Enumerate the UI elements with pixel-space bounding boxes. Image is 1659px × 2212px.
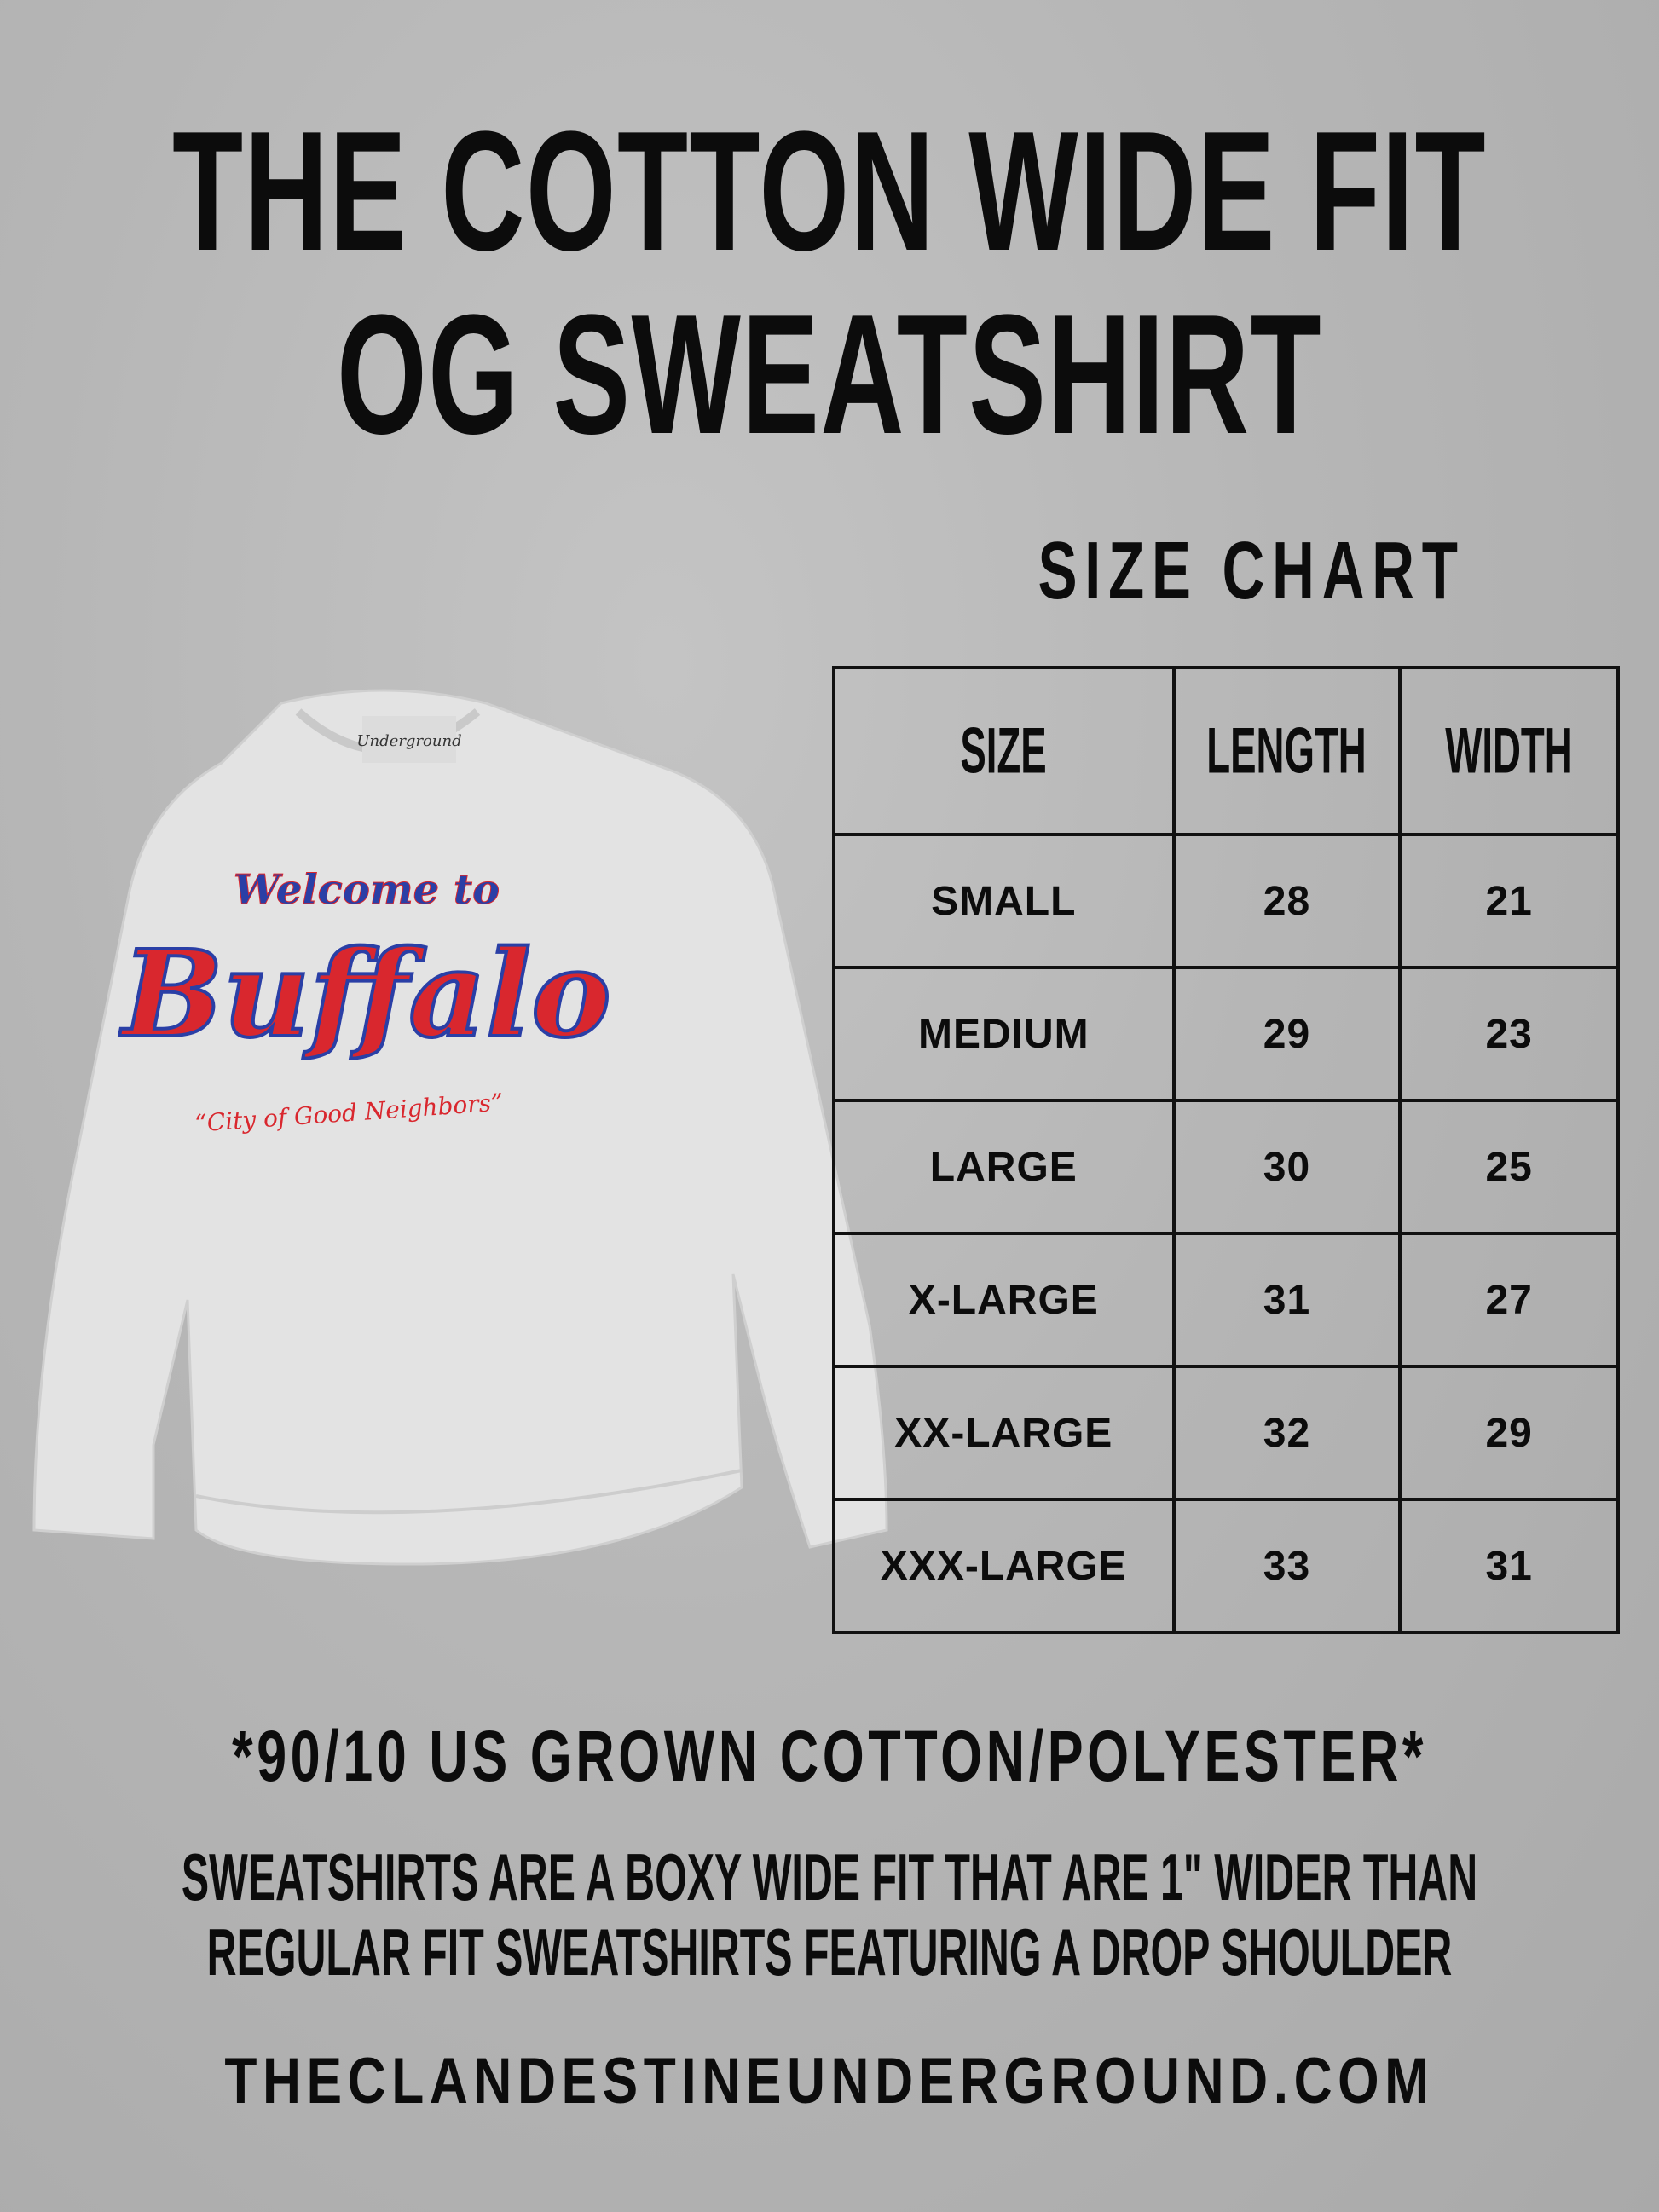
column-header-width: WIDTH: [1398, 666, 1620, 836]
title-line-2: OG SWEATSHIRT: [336, 280, 1323, 470]
size-cell: SMALL: [832, 833, 1176, 969]
column-header-size: SIZE: [832, 666, 1176, 836]
table-row: XXX-LARGE 33 31: [832, 1498, 1620, 1634]
width-cell: 23: [1398, 966, 1620, 1102]
sweatshirt-body: [32, 689, 888, 1566]
width-cell: 27: [1398, 1232, 1620, 1368]
width-cell: 31: [1398, 1498, 1620, 1634]
width-cell: 29: [1398, 1365, 1620, 1501]
width-cell: 21: [1398, 833, 1620, 969]
print-welcome: Welcome to: [234, 866, 500, 914]
size-cell: MEDIUM: [832, 966, 1176, 1102]
fit-description-line-1: SWEATSHIRTS ARE A BOXY WIDE FIT THAT ARE…: [181, 1839, 1478, 1915]
print-buffalo: Buffalo: [118, 925, 610, 1065]
svg-text:Underground: Underground: [356, 732, 461, 750]
title-line-1: THE COTTON WIDE FIT: [172, 96, 1487, 286]
table-row: LARGE 30 25: [832, 1099, 1620, 1235]
length-cell: 32: [1171, 1365, 1402, 1501]
size-chart-table: SIZE LENGTH WIDTH SMALL 28 21 MEDIUM 29 23 L…: [832, 666, 1620, 1634]
table-row: XX-LARGE 32 29: [832, 1365, 1620, 1501]
size-cell: X-LARGE: [832, 1232, 1176, 1368]
size-cell: XX-LARGE: [832, 1365, 1176, 1501]
website-url[interactable]: THECLANDESTINEUNDERGROUND.COM: [224, 2045, 1435, 2117]
fabric-note: *90/10 US GROWN COTTON/POLYESTER*: [232, 1716, 1427, 1796]
length-cell: 31: [1171, 1232, 1402, 1368]
neck-label: [362, 716, 456, 763]
fit-description-line-2: REGULAR FIT SWEATSHIRTS FEATURING A DROP…: [206, 1915, 1453, 1990]
table-header-row: SIZE LENGTH WIDTH: [832, 666, 1620, 836]
column-header-length: LENGTH: [1171, 666, 1402, 836]
length-cell: 33: [1171, 1498, 1402, 1634]
length-cell: 29: [1171, 966, 1402, 1102]
length-cell: 28: [1171, 833, 1402, 969]
width-cell: 25: [1398, 1099, 1620, 1235]
size-cell: LARGE: [832, 1099, 1176, 1235]
length-cell: 30: [1171, 1099, 1402, 1235]
sweatshirt-image: Underground Welcome to Buffalo “City of …: [32, 689, 888, 1566]
table-row: SMALL 28 21: [832, 833, 1620, 969]
table-row: MEDIUM 29 23: [832, 966, 1620, 1102]
size-chart-heading: SIZE CHART: [1038, 525, 1465, 616]
table-row: X-LARGE 31 27: [832, 1232, 1620, 1368]
size-cell: XXX-LARGE: [832, 1498, 1176, 1634]
